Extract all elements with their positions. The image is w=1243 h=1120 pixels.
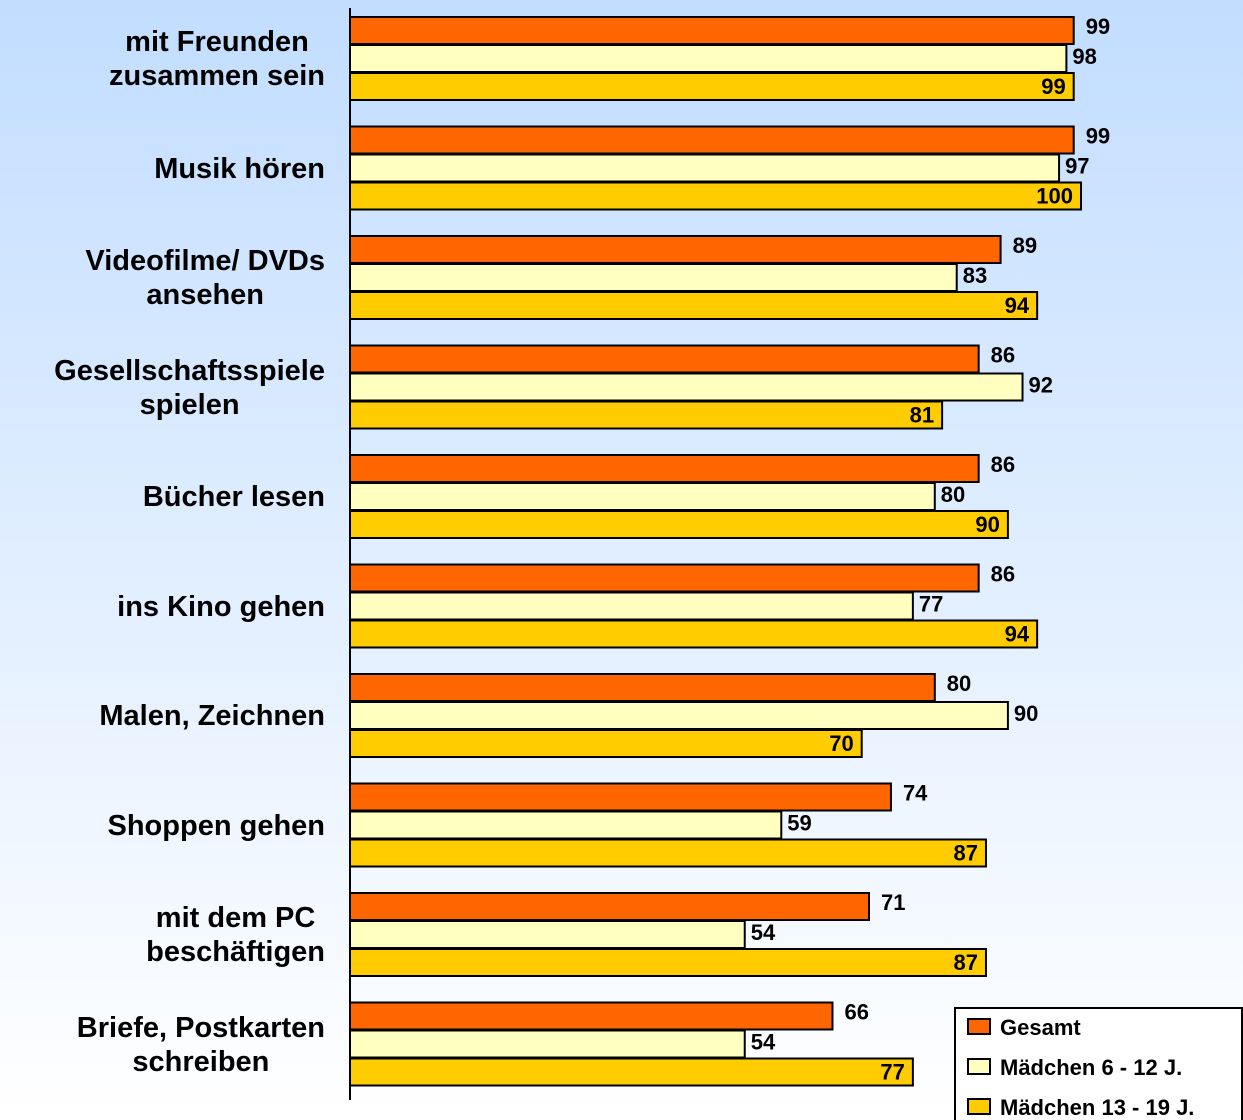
category-label: Shoppen gehen [107,809,326,842]
value-label: 92 [1029,372,1053,397]
bar [349,1057,914,1087]
bar [349,44,1068,73]
bar [349,235,1002,264]
value-label: 83 [963,263,987,288]
legend-box [954,1007,1243,1120]
legend-label: Mädchen 6 - 12 J. [1000,1055,1182,1080]
bar [349,563,980,593]
value-label: 90 [1014,701,1038,726]
bar [349,619,1039,649]
bar [349,263,958,292]
category-label: ins Kino gehen [117,590,325,623]
value-label: 100 [1036,183,1073,208]
bar [349,153,1061,183]
category-label: Gesellschaftsspiele spielen [54,354,325,421]
value-label: 99 [1086,14,1110,39]
value-label: 77 [880,1059,904,1084]
bar [349,1029,746,1059]
value-label: 89 [1013,233,1037,258]
value-label: 81 [910,402,934,427]
legend-swatch [967,1098,991,1115]
category-label: mit Freunden zusammen sein [109,26,325,92]
value-label: 66 [844,999,868,1024]
bar [349,729,863,758]
bar [349,591,914,621]
legend-label: Gesamt [1000,1015,1081,1040]
bar [349,920,746,949]
value-label: 70 [829,731,853,756]
bar [349,948,987,977]
value-label: 90 [975,512,999,537]
value-label: 54 [751,1029,776,1054]
bar [349,125,1075,155]
bar [349,16,1075,45]
category-label: Musik hören [154,152,325,185]
value-label: 74 [903,780,928,805]
bar [349,892,871,921]
bar [349,701,1009,730]
value-label: 94 [1005,621,1030,646]
value-label: 77 [919,591,943,616]
category-label: Briefe, Postkarten schreiben [76,1011,325,1078]
bar [349,400,944,430]
value-label: 86 [991,452,1015,477]
category-label: mit dem PC beschäftigen [146,902,325,968]
bar [349,372,1024,402]
value-label: 98 [1072,44,1096,69]
bar [349,673,936,702]
category-label: Videofilme/ DVDs ansehen [85,245,325,311]
bar [349,1001,834,1031]
value-label: 87 [953,950,977,975]
value-label: 94 [1005,293,1030,318]
bar [349,181,1082,211]
value-label: 54 [751,920,776,945]
bar [349,782,892,812]
bar [349,344,980,374]
value-label: 87 [953,840,977,865]
category-label: Bücher lesen [142,481,325,513]
value-label: 71 [881,890,905,915]
category-label: Malen, Zeichnen [99,700,325,732]
legend-swatch [967,1018,991,1035]
bar [349,454,980,483]
legend-label: Mädchen 13 - 19 J. [1000,1095,1194,1120]
legend-swatch [967,1058,991,1075]
value-label: 80 [941,482,965,507]
bar [349,838,987,868]
value-label: 99 [1041,74,1065,99]
bar [349,291,1039,320]
value-label: 80 [947,671,971,696]
value-label: 99 [1086,123,1110,148]
value-label: 97 [1065,153,1089,178]
value-label: 59 [787,810,811,835]
bar [349,72,1075,101]
value-label: 86 [991,342,1015,367]
bar [349,482,936,511]
bar [349,510,1009,539]
bar [349,810,783,840]
value-label: 86 [991,561,1015,586]
